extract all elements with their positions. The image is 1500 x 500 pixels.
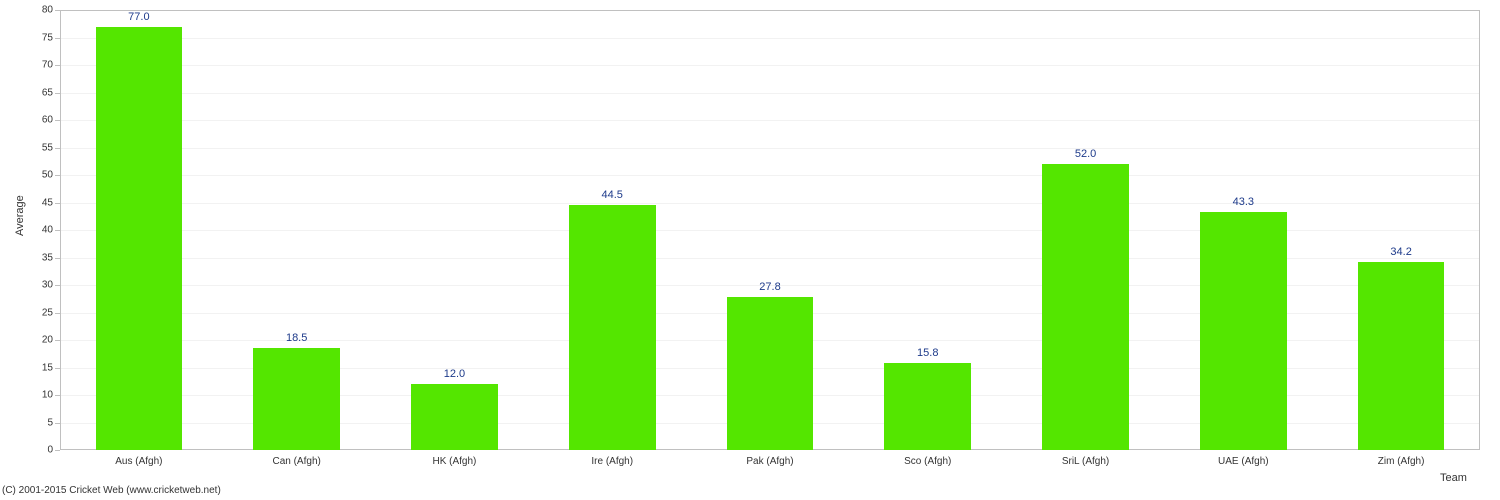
xtick-label: Pak (Afgh) [746, 456, 793, 467]
xtick-label: Aus (Afgh) [115, 456, 162, 467]
ytick-label: 45 [25, 197, 53, 208]
bar [569, 205, 656, 450]
ytick-mark [55, 38, 60, 39]
ytick-label: 65 [25, 87, 53, 98]
xtick-label: SriL (Afgh) [1062, 456, 1109, 467]
ytick-mark [55, 450, 60, 451]
ytick-label: 60 [25, 115, 53, 126]
ytick-mark [55, 285, 60, 286]
ytick-mark [55, 203, 60, 204]
ytick-mark [55, 340, 60, 341]
ytick-label: 75 [25, 32, 53, 43]
ytick-mark [55, 313, 60, 314]
bar-value-label: 12.0 [444, 368, 465, 380]
bar [727, 297, 814, 450]
ytick-label: 70 [25, 60, 53, 71]
ytick-label: 50 [25, 170, 53, 181]
xtick-label: Ire (Afgh) [591, 456, 633, 467]
gridline [61, 148, 1479, 149]
x-axis-title: Team [1440, 472, 1467, 484]
ytick-label: 55 [25, 142, 53, 153]
xtick-label: HK (Afgh) [432, 456, 476, 467]
bar [411, 384, 498, 450]
bar [1358, 262, 1445, 450]
gridline [61, 120, 1479, 121]
bar-value-label: 34.2 [1390, 246, 1411, 258]
xtick-label: Can (Afgh) [272, 456, 320, 467]
ytick-mark [55, 368, 60, 369]
ytick-mark [55, 120, 60, 121]
bar-value-label: 44.5 [602, 189, 623, 201]
ytick-label: 0 [25, 445, 53, 456]
xtick-label: Zim (Afgh) [1378, 456, 1425, 467]
bar [96, 27, 183, 451]
gridline [61, 38, 1479, 39]
ytick-label: 5 [25, 417, 53, 428]
bar-value-label: 27.8 [759, 281, 780, 293]
bar-value-label: 15.8 [917, 347, 938, 359]
bar-value-label: 18.5 [286, 332, 307, 344]
ytick-mark [55, 230, 60, 231]
ytick-label: 30 [25, 280, 53, 291]
gridline [61, 175, 1479, 176]
footer-text: (C) 2001-2015 Cricket Web (www.cricketwe… [2, 485, 221, 496]
ytick-label: 10 [25, 390, 53, 401]
ytick-label: 35 [25, 252, 53, 263]
xtick-label: Sco (Afgh) [904, 456, 951, 467]
bar [253, 348, 340, 450]
xtick-label: UAE (Afgh) [1218, 456, 1269, 467]
gridline [61, 65, 1479, 66]
ytick-label: 15 [25, 362, 53, 373]
ytick-mark [55, 423, 60, 424]
ytick-label: 40 [25, 225, 53, 236]
ytick-mark [55, 175, 60, 176]
ytick-mark [55, 65, 60, 66]
chart-container: 0 5 10 15 20 25 30 35 40 45 50 55 60 65 70 75 80 Average T… [0, 0, 1500, 500]
ytick-mark [55, 10, 60, 11]
bar-value-label: 43.3 [1233, 196, 1254, 208]
ytick-label: 25 [25, 307, 53, 318]
ytick-mark [55, 395, 60, 396]
gridline [61, 203, 1479, 204]
ytick-label: 80 [25, 5, 53, 16]
ytick-label: 20 [25, 335, 53, 346]
ytick-mark [55, 93, 60, 94]
ytick-mark [55, 148, 60, 149]
bar-value-label: 77.0 [128, 11, 149, 23]
footer-copyright: (C) 2001-2015 Cricket Web (www.cricketwe… [2, 480, 221, 498]
ytick-mark [55, 258, 60, 259]
y-axis-title: Average [14, 216, 26, 236]
plot-area: 05101520253035404550556065707580AverageT… [60, 10, 1480, 450]
bar [1200, 212, 1287, 450]
gridline [61, 93, 1479, 94]
bar [884, 363, 971, 450]
bar-value-label: 52.0 [1075, 148, 1096, 160]
bar [1042, 164, 1129, 450]
